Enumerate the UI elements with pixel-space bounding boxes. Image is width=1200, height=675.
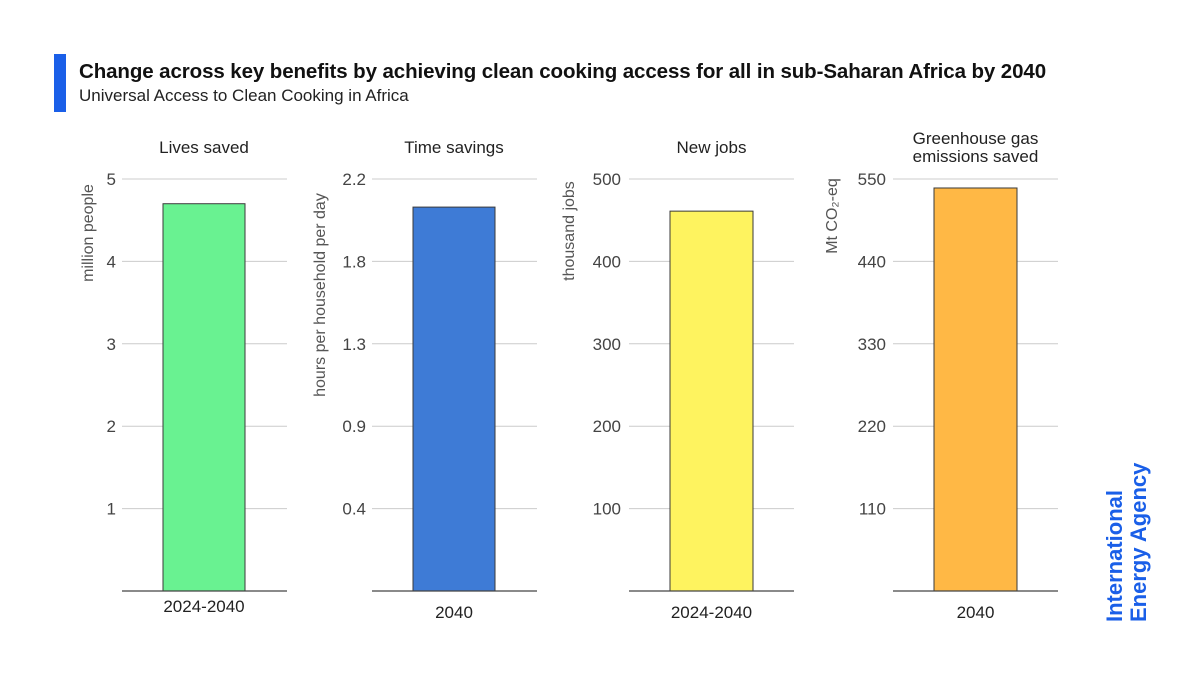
x-category-label: 2040 <box>957 603 995 622</box>
y-tick-label: 440 <box>858 252 886 271</box>
y-tick-label: 200 <box>593 417 621 436</box>
y-axis-label: thousand jobs <box>561 181 578 281</box>
y-tick-label: 110 <box>859 500 886 519</box>
panel-title: Time savings <box>404 138 504 157</box>
y-tick-label: 300 <box>593 335 621 354</box>
y-tick-label: 330 <box>858 335 886 354</box>
y-tick-label: 500 <box>593 170 621 189</box>
y-tick-label: 0.9 <box>342 417 366 436</box>
panel-title: New jobs <box>677 138 747 157</box>
bar <box>669 210 754 592</box>
y-axis-label: Mt CO₂-eq <box>824 178 841 254</box>
logo-line-1: International <box>1102 489 1127 622</box>
y-tick-label: 3 <box>107 335 116 354</box>
bar <box>933 187 1018 592</box>
y-tick-label: 220 <box>858 417 886 436</box>
panel-title: emissions saved <box>913 147 1039 166</box>
x-category-label: 2024-2040 <box>163 597 244 616</box>
iea-logo: International Energy Agency <box>1102 462 1151 622</box>
y-tick-label: 1.8 <box>342 252 366 271</box>
y-tick-label: 550 <box>858 170 886 189</box>
bar <box>162 203 246 592</box>
y-axis-label: hours per household per day <box>312 193 329 397</box>
panel-title: Greenhouse gas <box>913 129 1039 148</box>
logo-line-2: Energy Agency <box>1126 462 1151 622</box>
y-tick-label: 100 <box>593 500 621 519</box>
x-category-label: 2040 <box>435 603 473 622</box>
y-tick-label: 2.2 <box>342 170 366 189</box>
y-tick-label: 1 <box>107 500 116 519</box>
panel-title: Lives saved <box>159 138 249 157</box>
x-category-label: 2024-2040 <box>671 603 752 622</box>
chart-subtitle: Universal Access to Clean Cooking in Afr… <box>79 86 409 105</box>
title-accent-bar <box>54 54 66 112</box>
y-tick-label: 0.4 <box>342 500 366 519</box>
y-tick-label: 5 <box>107 170 116 189</box>
y-tick-label: 2 <box>107 417 116 436</box>
bar <box>412 206 496 592</box>
y-axis-label: million people <box>80 184 97 282</box>
chart-title: Change across key benefits by achieving … <box>79 60 1046 83</box>
y-tick-label: 400 <box>593 252 621 271</box>
y-tick-label: 1.3 <box>342 335 366 354</box>
y-tick-label: 4 <box>107 252 116 271</box>
